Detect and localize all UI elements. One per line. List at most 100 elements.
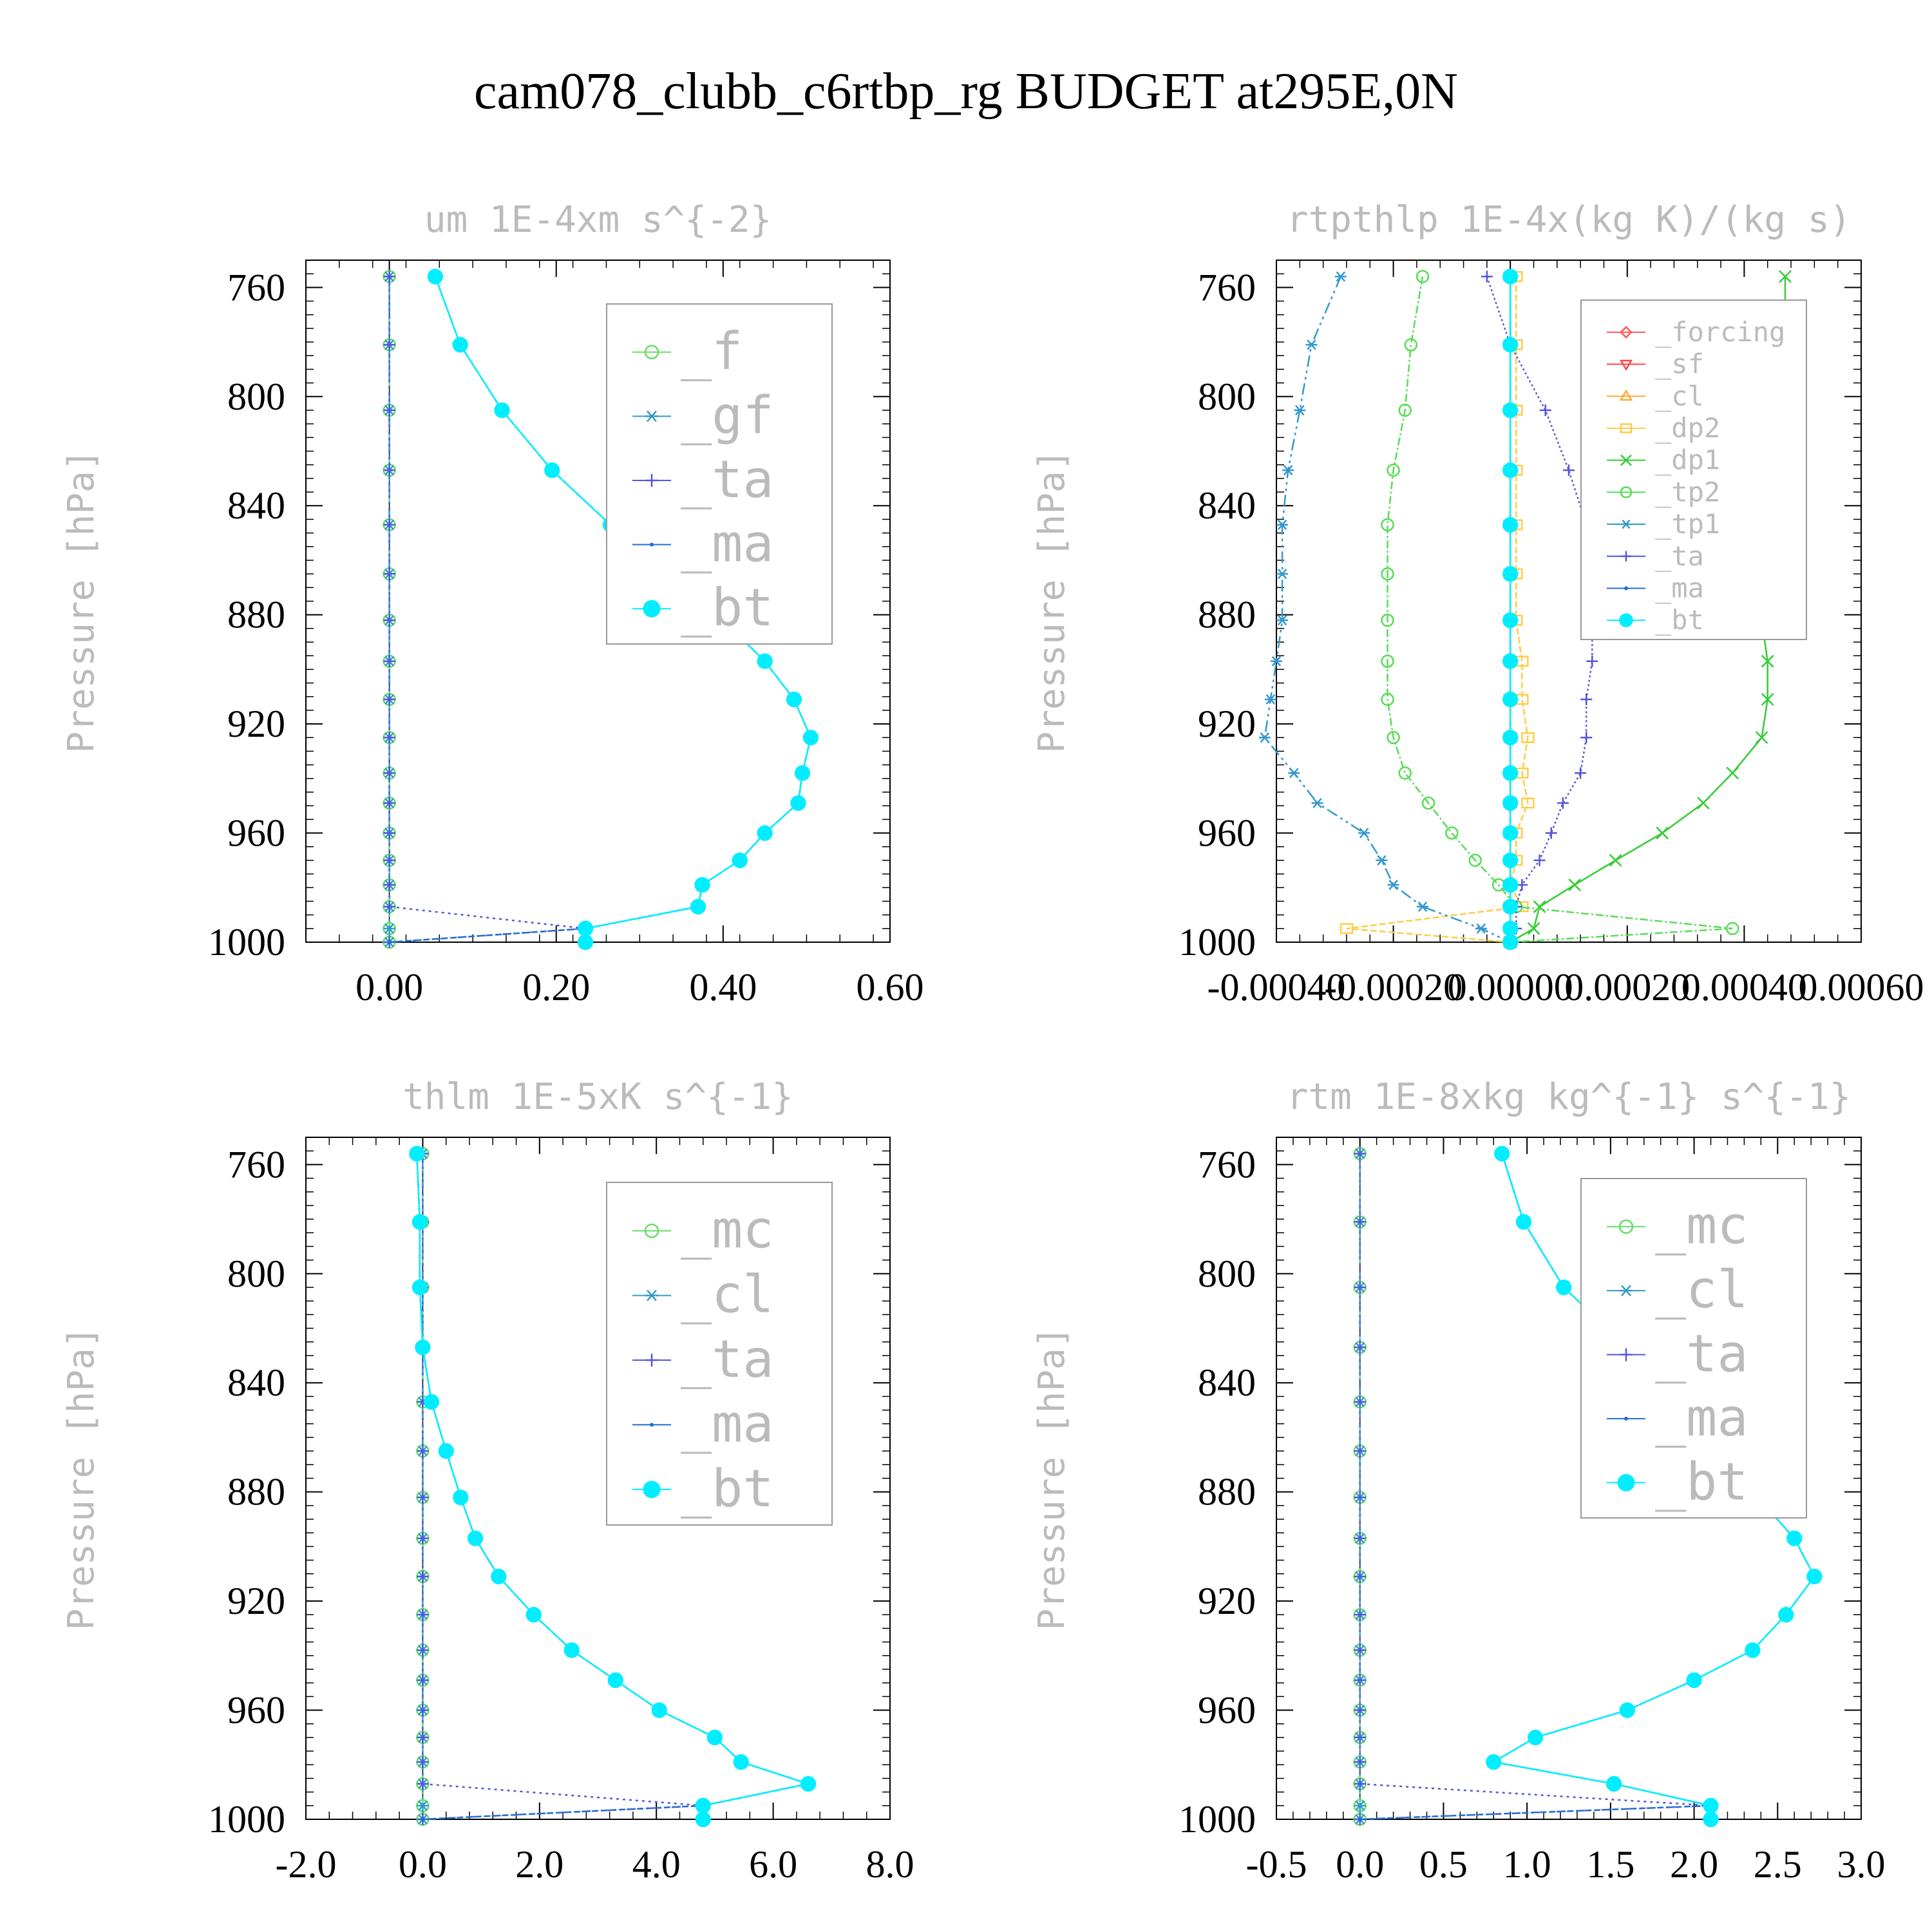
panel-title: thlm 1E-5xK s^{-1} bbox=[402, 1076, 793, 1118]
data-point bbox=[1502, 402, 1519, 419]
data-point bbox=[1557, 797, 1569, 809]
legend-label: _sf bbox=[1655, 348, 1704, 380]
legend-marker bbox=[643, 1481, 661, 1499]
y-tick-label: 880 bbox=[1198, 1471, 1256, 1513]
data-point bbox=[415, 1340, 431, 1356]
series-bt bbox=[1502, 269, 1519, 951]
data-point bbox=[1779, 270, 1792, 283]
data-point bbox=[1468, 853, 1482, 867]
legend-marker bbox=[1624, 586, 1628, 591]
data-point bbox=[417, 1800, 429, 1811]
data-point bbox=[1580, 694, 1593, 705]
data-point bbox=[1354, 1216, 1366, 1228]
data-point bbox=[733, 1754, 749, 1770]
legend: _forcing_sf_cl_dp2_dp1_tp2_tp1_ta_ma_bt bbox=[1580, 299, 1807, 640]
y-tick-label: 880 bbox=[227, 1471, 285, 1513]
data-point bbox=[1502, 565, 1519, 582]
x-tick-label: 0.60 bbox=[857, 966, 924, 1009]
y-tick-label: 1000 bbox=[1179, 921, 1256, 963]
data-point bbox=[1276, 569, 1289, 580]
data-point bbox=[417, 1445, 429, 1457]
data-point bbox=[1354, 1731, 1366, 1743]
legend-marker bbox=[644, 1223, 659, 1238]
legend-marker bbox=[1621, 519, 1631, 529]
data-point bbox=[491, 1568, 507, 1585]
y-tick-label: 920 bbox=[1198, 703, 1256, 745]
y-tick-label: 920 bbox=[1198, 1580, 1256, 1622]
data-point bbox=[1358, 828, 1370, 838]
data-point bbox=[802, 730, 819, 746]
data-point bbox=[1416, 270, 1430, 283]
data-point bbox=[1502, 612, 1519, 629]
y-tick-label: 800 bbox=[1198, 375, 1256, 418]
data-point bbox=[409, 1146, 425, 1162]
data-point bbox=[427, 269, 443, 285]
data-point bbox=[1421, 796, 1435, 810]
data-point bbox=[421, 1817, 425, 1821]
x-tick-label: -0.00020 bbox=[1324, 966, 1463, 1009]
data-point bbox=[417, 1644, 429, 1656]
data-point bbox=[1381, 692, 1394, 706]
data-point bbox=[1475, 923, 1487, 934]
x-tick-label: 0.40 bbox=[689, 966, 757, 1009]
data-point bbox=[1354, 1341, 1366, 1354]
y-tick-label: 840 bbox=[1198, 1361, 1256, 1404]
x-tick-label: 8.0 bbox=[866, 1843, 914, 1886]
x-tick-label: 1.0 bbox=[1503, 1843, 1551, 1886]
data-point bbox=[1354, 1571, 1366, 1582]
x-tick-label: 0.0 bbox=[1336, 1843, 1384, 1886]
panel-title: um 1E-4xm s^{-2} bbox=[424, 199, 772, 241]
data-point bbox=[1521, 797, 1535, 809]
data-point bbox=[383, 339, 395, 351]
data-point bbox=[1778, 1607, 1794, 1623]
chart-panel-4: rtm 1E-8xkg kg^{-1} s^{-1} Pressure [hPa]… bbox=[1031, 1076, 1886, 1886]
data-point bbox=[1354, 1674, 1366, 1686]
legend-label: _bt bbox=[681, 1459, 774, 1519]
data-point bbox=[526, 1607, 542, 1623]
figure-title: cam078_clubb_c6rtbp_rg BUDGET at295E,0N bbox=[474, 63, 1458, 120]
x-tick-label: -2.0 bbox=[276, 1843, 337, 1886]
legend-label: _ma bbox=[1655, 1388, 1748, 1448]
data-point bbox=[1398, 766, 1412, 780]
data-point bbox=[757, 653, 773, 669]
x-tick-label: 6.0 bbox=[749, 1843, 797, 1886]
data-point bbox=[383, 879, 395, 891]
data-point bbox=[1521, 732, 1535, 743]
data-point bbox=[651, 1702, 667, 1718]
data-point bbox=[417, 1532, 429, 1544]
series-ta bbox=[1354, 1148, 1717, 1825]
legend-label: _cl bbox=[681, 1265, 774, 1325]
data-point bbox=[1725, 922, 1739, 936]
y-tick-label: 1000 bbox=[1179, 1798, 1256, 1841]
y-tick-label: 960 bbox=[227, 1689, 285, 1732]
y-tick-label: 880 bbox=[227, 594, 285, 636]
data-point bbox=[1282, 465, 1294, 476]
series-tp1 bbox=[1258, 271, 1517, 948]
legend-marker bbox=[645, 1354, 658, 1367]
legend-label: _mc bbox=[1655, 1196, 1748, 1256]
data-point bbox=[494, 402, 510, 419]
legend-label: _ta bbox=[1655, 1324, 1748, 1384]
legend-marker bbox=[645, 410, 658, 422]
data-point bbox=[1387, 731, 1400, 744]
data-point bbox=[1294, 404, 1306, 416]
data-point bbox=[1703, 1797, 1719, 1814]
data-point bbox=[1568, 878, 1581, 891]
y-axis-label: Pressure [hPa] bbox=[61, 1326, 102, 1630]
data-point bbox=[383, 923, 395, 934]
x-tick-label: 0.00020 bbox=[1564, 966, 1690, 1009]
x-tick-label: 2.0 bbox=[1670, 1843, 1718, 1886]
data-point bbox=[1533, 854, 1546, 866]
data-point bbox=[383, 854, 395, 866]
data-point bbox=[1417, 901, 1428, 912]
y-tick-label: 920 bbox=[227, 703, 285, 745]
data-point bbox=[1575, 767, 1587, 779]
data-point bbox=[383, 767, 395, 779]
data-point bbox=[1354, 1281, 1366, 1293]
data-point bbox=[1494, 1146, 1510, 1162]
legend-box bbox=[606, 303, 833, 645]
data-point bbox=[1276, 519, 1289, 530]
x-tick-label: 0.00060 bbox=[1799, 966, 1924, 1009]
legend: _f_gf_ta_ma_bt bbox=[606, 303, 833, 645]
